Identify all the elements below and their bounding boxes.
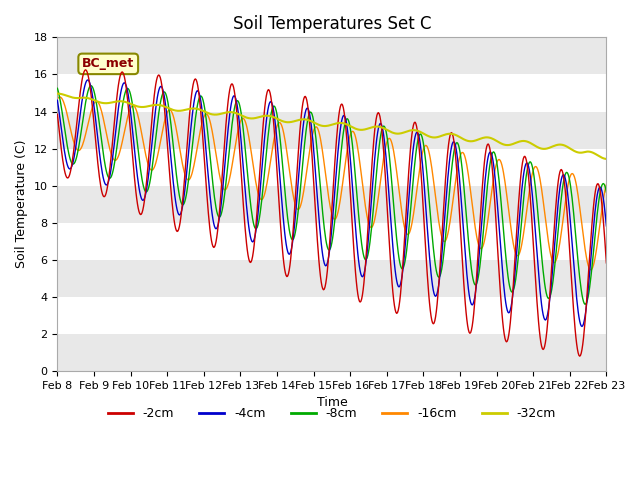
Bar — [58, 186, 606, 223]
X-axis label: Time: Time — [317, 396, 348, 409]
Bar — [58, 260, 606, 297]
Y-axis label: Soil Temperature (C): Soil Temperature (C) — [15, 140, 28, 268]
Text: BC_met: BC_met — [82, 58, 134, 71]
Bar — [58, 37, 606, 74]
Bar — [58, 149, 606, 186]
Bar — [58, 297, 606, 334]
Bar — [58, 334, 606, 371]
Bar — [58, 74, 606, 111]
Bar — [58, 111, 606, 149]
Title: Soil Temperatures Set C: Soil Temperatures Set C — [232, 15, 431, 33]
Legend: -2cm, -4cm, -8cm, -16cm, -32cm: -2cm, -4cm, -8cm, -16cm, -32cm — [102, 402, 561, 425]
Bar — [58, 223, 606, 260]
